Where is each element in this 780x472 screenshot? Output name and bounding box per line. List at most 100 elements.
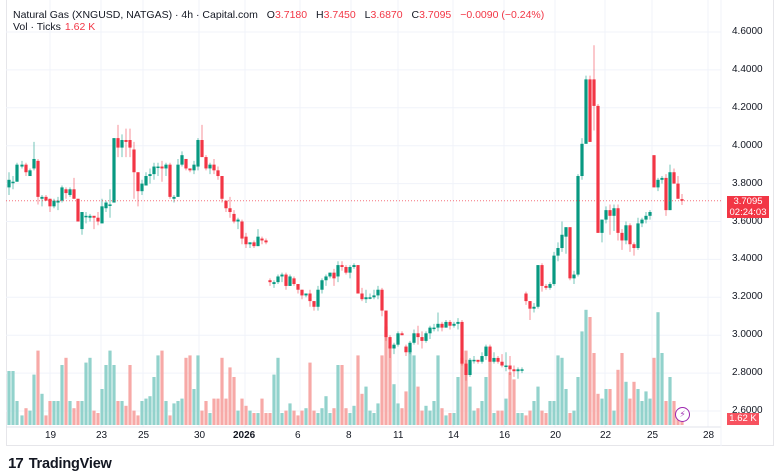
volume-bar (296, 415, 300, 425)
candle-body (448, 321, 452, 326)
volume-bar (552, 401, 556, 425)
candle-body (236, 219, 240, 222)
candle-body (548, 284, 552, 288)
price-tick-label: 3.8000 (732, 177, 763, 189)
volume-bar (236, 410, 240, 425)
volume-bar (456, 377, 460, 425)
volume-bar (424, 405, 428, 425)
candle-body (572, 274, 576, 279)
candle-body (15, 164, 19, 182)
volume-bar (228, 367, 232, 425)
candle-body (372, 295, 376, 298)
candle-body (88, 215, 92, 218)
volume-bar (20, 415, 24, 425)
candle-body (472, 359, 476, 362)
candle-body (11, 181, 15, 184)
volume-bar (96, 413, 100, 425)
candle-body (256, 236, 260, 247)
volume-bar (508, 372, 512, 425)
volume-bar (304, 408, 308, 425)
tradingview-brand: 17 TradingView (8, 455, 112, 472)
candlestick-chart[interactable] (0, 0, 780, 446)
candle-body (544, 285, 548, 288)
ohlc-close-value: 3.7095 (419, 9, 452, 21)
candle-body (160, 166, 164, 169)
volume-bar (48, 401, 52, 425)
price-tick-label: 3.4000 (732, 253, 763, 265)
candle-body (360, 293, 364, 300)
ohlc-high-label: H (316, 9, 324, 21)
time-tick-label: 11 (393, 430, 404, 441)
candle-body (136, 172, 140, 192)
volume-bar (460, 357, 464, 425)
volume-bar (524, 415, 528, 425)
volume-legend: Vol · Ticks 1.62 K (13, 21, 95, 33)
candle-body (52, 200, 56, 207)
volume-bar (336, 365, 340, 425)
candle-body (228, 208, 232, 213)
time-tick-label: 16 (499, 430, 511, 441)
candle-body (7, 179, 11, 188)
candle-body (76, 198, 80, 222)
candle-body (164, 164, 168, 169)
candle-body (680, 199, 684, 201)
candle-body (112, 138, 116, 203)
bar-countdown: 02:24:03 (729, 207, 767, 218)
price-tick-label: 4.0000 (732, 139, 763, 151)
volume-bar (384, 326, 388, 425)
volume-bar (220, 357, 224, 425)
volume-bar (612, 410, 616, 425)
volume-bar (660, 353, 664, 425)
volume-bar (484, 377, 488, 425)
volume-bar (652, 357, 656, 425)
volume-bar (516, 413, 520, 425)
volume-bar (644, 391, 648, 425)
volume-value: 1.62 K (64, 21, 96, 33)
volume-bar (172, 403, 176, 425)
ohlc-high-value: 3.7450 (323, 9, 356, 21)
volume-bar (176, 401, 180, 425)
candle-body (468, 359, 472, 375)
price-tick-label: 4.2000 (732, 101, 763, 113)
volume-bar (244, 405, 248, 425)
volume-bar (436, 355, 440, 425)
volume-bar (28, 410, 32, 425)
volume-bar (564, 389, 568, 425)
candle-body (516, 369, 520, 372)
candle-body (336, 265, 340, 277)
candle-body (520, 369, 524, 371)
time-tick-label: 6 (295, 430, 301, 441)
candle-body (368, 297, 372, 299)
lightning-event-icon[interactable]: ⚡ (675, 407, 690, 422)
candle-body (576, 176, 580, 275)
volume-bar (544, 413, 548, 425)
candle-body (488, 346, 492, 362)
candle-body (584, 79, 588, 144)
volume-bar (148, 396, 152, 425)
candle-body (132, 149, 136, 173)
candle-body (120, 140, 124, 148)
volume-bar (428, 410, 432, 425)
volume-bar (536, 386, 540, 425)
candle-body (452, 323, 456, 326)
candle-body (396, 333, 400, 345)
candle-body (264, 240, 268, 243)
volume-bar (316, 413, 320, 425)
volume-bar (332, 408, 336, 425)
volume-bar (408, 348, 412, 425)
candle-body (632, 244, 636, 249)
time-tick-label: 22 (600, 430, 612, 441)
candle-body (316, 289, 320, 307)
volume-bar (136, 415, 140, 425)
candle-body (192, 164, 196, 171)
volume-bar (664, 401, 668, 425)
volume-bar (548, 401, 552, 425)
candle-body (68, 189, 72, 195)
volume-bar (620, 353, 624, 425)
candle-body (280, 274, 284, 277)
tradingview-logo-icon: 17 (8, 455, 24, 472)
candle-body (284, 274, 288, 286)
volume-bar (284, 410, 288, 425)
volume-bar (232, 377, 236, 425)
candle-body (56, 200, 60, 203)
